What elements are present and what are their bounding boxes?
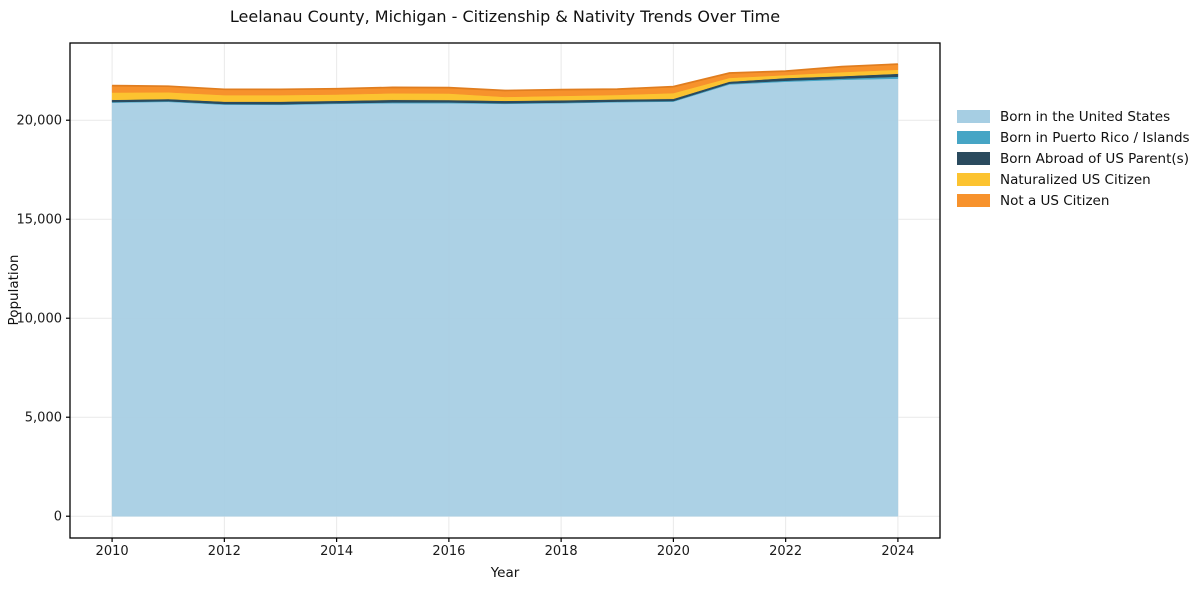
x-tick-label: 2012 xyxy=(208,544,241,559)
legend-label: Naturalized US Citizen xyxy=(1000,171,1151,188)
legend-label: Born in the United States xyxy=(1000,108,1171,125)
area-series-1 xyxy=(111,78,899,517)
x-tick-label: 2014 xyxy=(320,544,353,559)
x-tick-label: 2020 xyxy=(657,544,690,559)
legend-swatch xyxy=(957,152,990,165)
x-tick-label: 2024 xyxy=(881,544,914,559)
x-tick-label: 2010 xyxy=(96,544,129,559)
x-tick-label: 2018 xyxy=(545,544,578,559)
legend-label: Not a US Citizen xyxy=(1000,192,1110,209)
legend-label: Born Abroad of US Parent(s) xyxy=(1000,150,1189,167)
legend-swatch xyxy=(957,194,990,207)
x-tick-label: 2022 xyxy=(769,544,802,559)
legend-item: Naturalized US Citizen xyxy=(957,169,1189,190)
y-tick-label: 15,000 xyxy=(17,213,63,228)
chart-title: Leelanau County, Michigan - Citizenship … xyxy=(229,7,781,26)
legend-item: Born in Puerto Rico / Islands xyxy=(957,127,1189,148)
legend-swatch xyxy=(957,173,990,186)
y-tick-label: 5,000 xyxy=(25,411,62,426)
y-tick-label: 20,000 xyxy=(17,114,63,129)
legend-label: Born in Puerto Rico / Islands xyxy=(1000,129,1189,146)
legend-item: Not a US Citizen xyxy=(957,190,1189,211)
legend: Born in the United States Born in Puerto … xyxy=(957,106,1189,211)
stack-top-edge xyxy=(112,63,898,92)
legend-swatch xyxy=(957,110,990,123)
x-tick-label: 2016 xyxy=(432,544,465,559)
legend-item: Born in the United States xyxy=(957,106,1189,127)
legend-item: Born Abroad of US Parent(s) xyxy=(957,148,1189,169)
plot-frame xyxy=(69,42,941,539)
y-axis-label: Population xyxy=(6,254,22,326)
x-axis-label: Year xyxy=(490,565,520,581)
y-tick-label: 0 xyxy=(54,510,62,525)
legend-swatch xyxy=(957,131,990,144)
y-tick-label: 10,000 xyxy=(17,312,63,327)
